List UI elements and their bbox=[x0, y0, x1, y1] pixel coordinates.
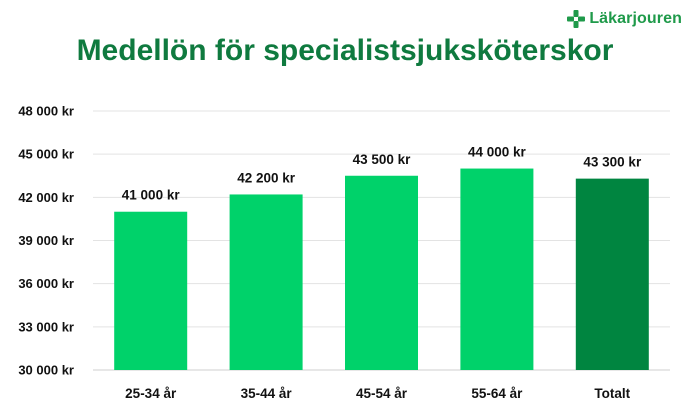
x-category-label: 25-34 år bbox=[125, 386, 177, 401]
logo-cross-icon bbox=[567, 10, 586, 28]
y-tick-label: 36 000 kr bbox=[18, 276, 74, 291]
x-category-label: 45-54 år bbox=[356, 386, 408, 401]
y-tick-label: 30 000 kr bbox=[18, 363, 74, 378]
chart-title: Medellön för specialistsjuksköterskor bbox=[76, 34, 614, 67]
data-label: 43 300 kr bbox=[583, 155, 642, 170]
y-tick-label: 48 000 kr bbox=[18, 104, 74, 119]
brand-name: Läkarjouren bbox=[589, 10, 682, 27]
x-category-label: 35-44 år bbox=[241, 386, 293, 401]
y-tick-label: 39 000 kr bbox=[18, 233, 74, 248]
bar bbox=[460, 168, 534, 370]
brand-logo: Läkarjouren bbox=[567, 8, 682, 30]
bar bbox=[229, 194, 303, 370]
y-tick-label: 42 000 kr bbox=[18, 190, 74, 205]
data-label: 44 000 kr bbox=[468, 145, 527, 160]
bar bbox=[575, 178, 649, 370]
bar bbox=[114, 211, 188, 370]
x-category-label: 55-64 år bbox=[471, 386, 523, 401]
bar bbox=[345, 175, 418, 370]
y-tick-label: 45 000 kr bbox=[18, 147, 74, 162]
data-label: 42 200 kr bbox=[237, 170, 296, 185]
x-category-label: Totalt bbox=[594, 386, 630, 401]
data-label: 41 000 kr bbox=[122, 188, 181, 203]
y-tick-label: 33 000 kr bbox=[18, 319, 74, 334]
data-label: 43 500 kr bbox=[353, 152, 412, 167]
